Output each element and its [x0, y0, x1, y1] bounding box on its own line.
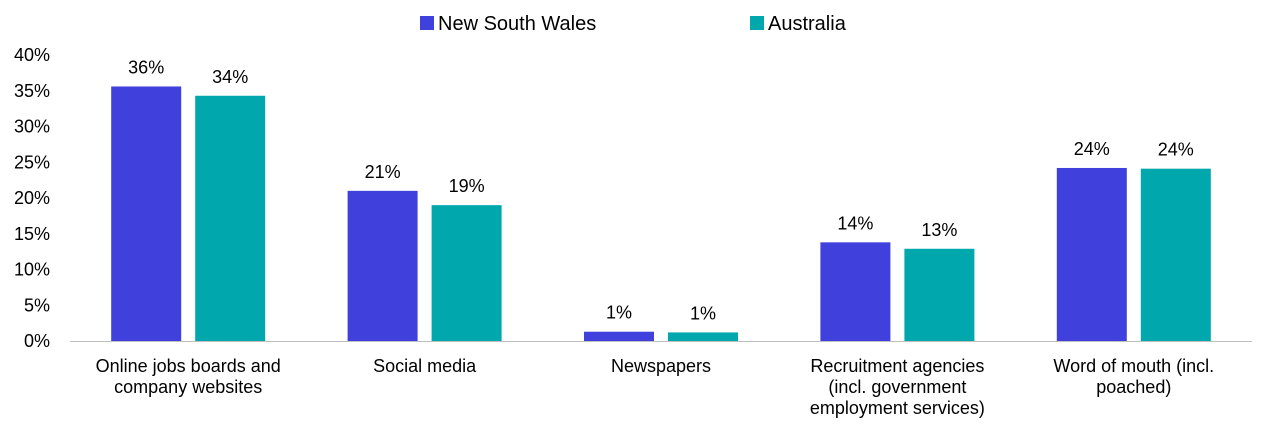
bar — [347, 190, 418, 341]
x-tick-label: Social media — [373, 356, 477, 376]
legend-label: New South Wales — [438, 13, 596, 35]
legend-label: Australia — [768, 13, 847, 35]
bar — [1140, 168, 1211, 341]
bars — [111, 86, 1211, 342]
y-tick-label: 15% — [14, 224, 50, 244]
y-tick-label: 20% — [14, 188, 50, 208]
x-tick-label: (incl. government — [828, 377, 966, 397]
bar — [904, 248, 975, 341]
x-tick-label: poached) — [1096, 377, 1171, 397]
data-label: 34% — [212, 67, 248, 87]
y-axis: 0% 5% 10% 15% 20% 25% 30% 35% 40% — [14, 45, 50, 351]
data-label: 1% — [606, 303, 632, 323]
data-label: 14% — [837, 213, 873, 233]
bar — [111, 86, 182, 342]
y-tick-label: 0% — [24, 331, 50, 351]
data-label: 24% — [1074, 139, 1110, 159]
data-label: 1% — [690, 303, 716, 323]
x-tick-label: employment services) — [810, 398, 985, 418]
bar — [431, 205, 502, 341]
data-label: 19% — [449, 176, 485, 196]
y-tick-label: 5% — [24, 295, 50, 315]
x-tick-label: Recruitment agencies — [810, 356, 984, 376]
y-tick-label: 35% — [14, 81, 50, 101]
data-label: 36% — [128, 57, 164, 77]
data-label: 13% — [921, 220, 957, 240]
bar — [668, 332, 738, 341]
legend-swatch — [750, 16, 764, 30]
legend-swatch — [420, 16, 434, 30]
x-tick-label: Newspapers — [611, 356, 711, 376]
x-tick-label: Word of mouth (incl. — [1053, 356, 1214, 376]
data-label: 24% — [1158, 140, 1194, 160]
y-tick-label: 30% — [14, 117, 50, 137]
legend: New South Wales Australia — [420, 13, 847, 35]
bar — [584, 331, 654, 341]
y-tick-label: 10% — [14, 260, 50, 280]
x-tick-label: company websites — [114, 377, 262, 397]
bar — [1056, 167, 1127, 341]
x-tick-label: Online jobs boards and — [96, 356, 281, 376]
bar — [820, 242, 891, 341]
y-tick-label: 40% — [14, 45, 50, 65]
y-tick-label: 25% — [14, 152, 50, 172]
data-labels: 36% 34% 21% 19% 1% 1% 14% 13% 24% 24% — [128, 57, 1194, 323]
data-label: 21% — [365, 162, 401, 182]
bar — [195, 95, 266, 341]
